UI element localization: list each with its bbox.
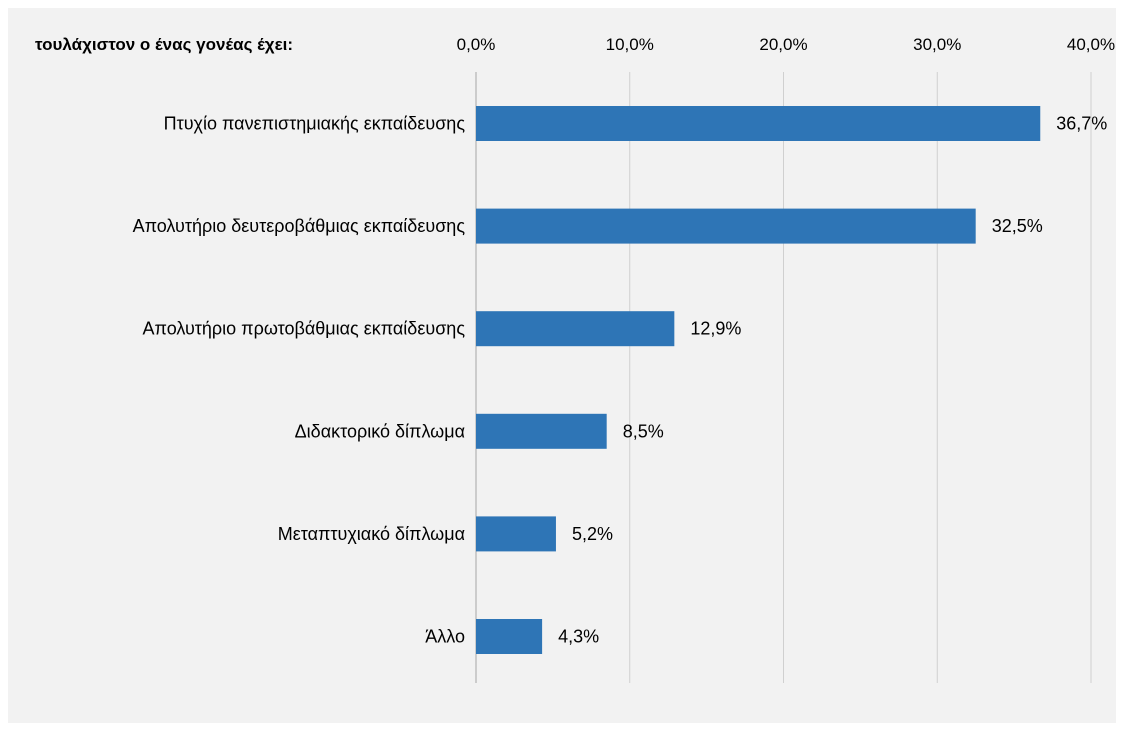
x-tick-label: 40,0% bbox=[1067, 35, 1115, 54]
data-label: 5,2% bbox=[572, 524, 613, 544]
x-axis-ticks: 0,0% 10,0% 20,0% 30,0% 40,0% bbox=[457, 35, 1115, 54]
bar bbox=[476, 413, 607, 449]
bars bbox=[476, 106, 1041, 654]
category-label: Άλλο bbox=[425, 627, 465, 647]
data-label: 4,3% bbox=[558, 627, 599, 647]
data-label: 12,9% bbox=[690, 319, 741, 339]
category-labels: Πτυχίο πανεπιστημιακής εκπαίδευσης Απολυτ… bbox=[133, 114, 466, 647]
grid-lines bbox=[475, 72, 1092, 683]
category-label: Απολυτήριο πρωτοβάθμιας εκπαίδευσης bbox=[143, 319, 466, 339]
x-tick-label: 0,0% bbox=[457, 35, 496, 54]
category-label: Διδακτορικό δίπλωμα bbox=[295, 421, 465, 441]
bar bbox=[476, 208, 976, 244]
data-label: 32,5% bbox=[992, 216, 1043, 236]
data-label: 36,7% bbox=[1056, 114, 1107, 134]
bar bbox=[476, 619, 543, 654]
category-label: Μεταπτυχιακό δίπλωμα bbox=[278, 524, 465, 544]
x-tick-label: 30,0% bbox=[913, 35, 961, 54]
bar bbox=[476, 516, 556, 552]
category-label: Πτυχίο πανεπιστημιακής εκπαίδευσης bbox=[164, 114, 466, 134]
data-labels: 36,7% 32,5% 12,9% 8,5% 5,2% 4,3% bbox=[558, 114, 1107, 647]
x-tick-label: 20,0% bbox=[759, 35, 807, 54]
x-tick-label: 10,0% bbox=[606, 35, 654, 54]
category-label: Απολυτήριο δευτεροβάθμιας εκπαίδευσης bbox=[133, 216, 466, 236]
data-label: 8,5% bbox=[623, 421, 664, 441]
chart-title: τουλάχιστον ο ένας γονέας έχει: bbox=[35, 35, 293, 54]
bar bbox=[476, 311, 675, 347]
bar bbox=[476, 106, 1041, 141]
